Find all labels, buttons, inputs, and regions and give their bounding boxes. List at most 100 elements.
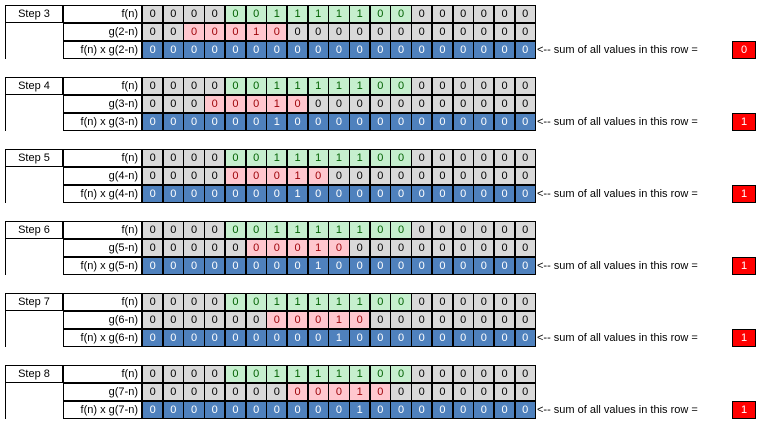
f-row: Step 5 f(n) 0 0 0 0 0 0 1 1 1 1 1 0 0 0 0 0 0 0 0 bbox=[0, 149, 772, 167]
prod-cell: 0 bbox=[369, 401, 391, 419]
g-cell: 0 bbox=[514, 167, 536, 185]
prod-cell: 0 bbox=[142, 257, 164, 275]
f-cell: 1 bbox=[349, 149, 371, 167]
g-label: g(4-n) bbox=[63, 167, 142, 185]
f-cell: 1 bbox=[266, 77, 288, 95]
f-cell: 0 bbox=[204, 149, 226, 167]
f-cell: 0 bbox=[452, 365, 474, 383]
g-cell: 0 bbox=[224, 167, 247, 185]
prod-cell: 0 bbox=[183, 113, 205, 131]
prod-cell: 0 bbox=[431, 257, 454, 275]
prod-label: f(n) x g(4-n) bbox=[63, 185, 142, 203]
prod-cell: 0 bbox=[493, 185, 516, 203]
f-cell: 0 bbox=[452, 221, 474, 239]
f-cell: 1 bbox=[286, 365, 309, 383]
f-cell: 0 bbox=[431, 293, 454, 311]
g-cell: 0 bbox=[493, 239, 516, 257]
f-cell: 1 bbox=[266, 293, 288, 311]
prod-label: f(n) x g(2-n) bbox=[63, 41, 142, 59]
step-block: Step 8 f(n) 0 0 0 0 0 0 1 1 1 1 1 0 0 0 0 0 0 0 0 g(7-n) 0 0 0 0 0… bbox=[0, 365, 772, 419]
g-cell: 0 bbox=[162, 167, 184, 185]
g-cell: 0 bbox=[307, 23, 329, 41]
prod-cell: 0 bbox=[431, 329, 454, 347]
prod-cell: 1 bbox=[328, 329, 350, 347]
prod-cell: 0 bbox=[224, 257, 247, 275]
f-cell: 0 bbox=[224, 149, 247, 167]
g-cell: 0 bbox=[245, 167, 267, 185]
g-cell: 0 bbox=[493, 383, 516, 401]
prod-cell: 0 bbox=[245, 113, 267, 131]
f-cell: 0 bbox=[473, 365, 495, 383]
sum-value-box: 1 bbox=[732, 185, 756, 203]
g-cell: 0 bbox=[286, 95, 309, 113]
sum-caption: <-- sum of all values in this row = bbox=[537, 188, 698, 200]
f-cell: 0 bbox=[493, 77, 516, 95]
g-cell: 0 bbox=[286, 311, 309, 329]
prod-cell: 0 bbox=[452, 329, 474, 347]
f-cell: 0 bbox=[162, 365, 184, 383]
step-label-spacer bbox=[5, 95, 63, 113]
prod-cell: 0 bbox=[452, 401, 474, 419]
f-cell: 1 bbox=[307, 365, 329, 383]
prod-cell: 0 bbox=[224, 41, 247, 59]
g-cell: 0 bbox=[473, 95, 495, 113]
f-cell: 0 bbox=[493, 365, 516, 383]
g-label: g(2-n) bbox=[63, 23, 142, 41]
g-cell: 0 bbox=[514, 311, 536, 329]
prod-cell: 0 bbox=[183, 401, 205, 419]
prod-cell: 0 bbox=[307, 113, 329, 131]
f-label: f(n) bbox=[63, 77, 142, 95]
g-cell: 1 bbox=[245, 23, 267, 41]
f-cell: 0 bbox=[204, 221, 226, 239]
step-label-spacer bbox=[5, 23, 63, 41]
f-cell: 0 bbox=[411, 221, 433, 239]
g-row: g(3-n) 0 0 0 0 0 0 1 0 0 0 0 0 0 0 0 0 0 0 0 bbox=[0, 95, 772, 113]
g-cell: 0 bbox=[431, 383, 454, 401]
g-cell: 0 bbox=[369, 167, 391, 185]
g-cell: 1 bbox=[349, 383, 371, 401]
f-cell: 1 bbox=[266, 365, 288, 383]
g-cell: 1 bbox=[307, 239, 329, 257]
f-cell: 0 bbox=[245, 293, 267, 311]
g-cell: 0 bbox=[286, 239, 309, 257]
g-cell: 0 bbox=[286, 23, 309, 41]
g-cell: 0 bbox=[245, 311, 267, 329]
prod-cell: 0 bbox=[369, 41, 391, 59]
f-cell: 0 bbox=[183, 77, 205, 95]
prod-cell: 0 bbox=[183, 257, 205, 275]
prod-row: f(n) x g(3-n) 0 0 0 0 0 0 1 0 0 0 0 0 0 0 0 0 0 0 0 <-- sum … bbox=[0, 113, 772, 131]
step-label-spacer bbox=[5, 167, 63, 185]
g-cell: 0 bbox=[369, 383, 391, 401]
prod-cell: 0 bbox=[142, 329, 164, 347]
g-cell: 0 bbox=[411, 167, 433, 185]
prod-cell: 0 bbox=[162, 41, 184, 59]
f-cell: 0 bbox=[514, 77, 536, 95]
prod-cell: 0 bbox=[162, 401, 184, 419]
g-cell: 0 bbox=[473, 311, 495, 329]
g-cell: 0 bbox=[183, 311, 205, 329]
prod-cell: 0 bbox=[493, 113, 516, 131]
f-row: Step 3 f(n) 0 0 0 0 0 0 1 1 1 1 1 0 0 0 0 0 0 0 0 bbox=[0, 5, 772, 23]
f-cell: 0 bbox=[224, 293, 247, 311]
prod-cell: 0 bbox=[328, 41, 350, 59]
f-cell: 0 bbox=[142, 293, 164, 311]
f-cell: 0 bbox=[204, 77, 226, 95]
f-row: Step 4 f(n) 0 0 0 0 0 0 1 1 1 1 1 0 0 0 0 0 0 0 0 bbox=[0, 77, 772, 95]
g-cell: 0 bbox=[390, 311, 412, 329]
f-cell: 0 bbox=[369, 365, 391, 383]
f-cell: 0 bbox=[204, 365, 226, 383]
g-cell: 0 bbox=[514, 23, 536, 41]
g-cell: 0 bbox=[328, 383, 350, 401]
f-cell: 0 bbox=[390, 221, 412, 239]
prod-cell: 1 bbox=[349, 401, 371, 419]
g-cell: 0 bbox=[183, 383, 205, 401]
g-cell: 0 bbox=[286, 383, 309, 401]
g-cell: 0 bbox=[142, 95, 164, 113]
g-cell: 0 bbox=[514, 95, 536, 113]
g-cell: 0 bbox=[431, 167, 454, 185]
f-cell: 1 bbox=[266, 149, 288, 167]
f-cell: 0 bbox=[142, 77, 164, 95]
f-cell: 1 bbox=[349, 77, 371, 95]
step-label-spacer bbox=[5, 239, 63, 257]
